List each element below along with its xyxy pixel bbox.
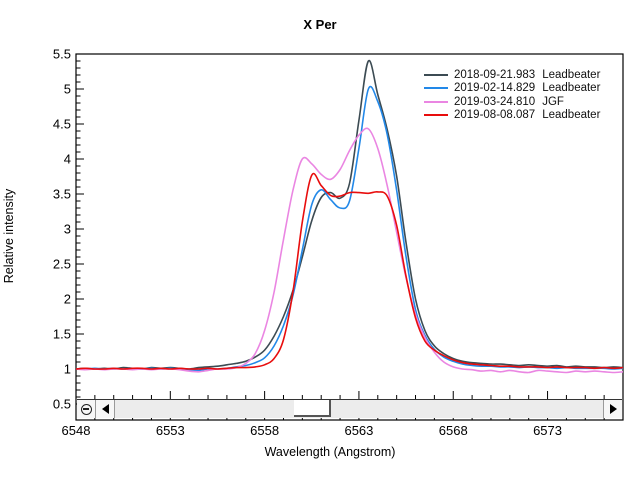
x-tick-label: 6558 <box>250 423 279 438</box>
y-tick-label: 4 <box>64 152 71 167</box>
zoom-out-button[interactable] <box>77 400 96 418</box>
spectrum-line-1 <box>76 85 623 372</box>
y-tick-label: 5.5 <box>53 47 71 62</box>
scrollbar-thumb[interactable] <box>294 400 331 417</box>
scroll-left-button[interactable] <box>96 400 115 418</box>
legend-item-0: 2018-09-21.983 Leadbeater <box>424 68 600 82</box>
x-axis-label: Wavelength (Angstrom) <box>264 445 396 459</box>
x-tick-label: 6573 <box>533 423 562 438</box>
y-tick-label: 0.5 <box>53 397 71 412</box>
legend-observer: Leadbeater <box>542 82 601 95</box>
legend-date: 2019-08-08.087 <box>454 109 536 122</box>
y-tick-label: 2 <box>64 292 71 307</box>
legend-date: 2018-09-21.983 <box>454 68 536 81</box>
y-tick-label: 3.5 <box>53 187 71 202</box>
legend: 2018-09-21.983 Leadbeater 2019-02-14.829 Le… <box>424 68 600 122</box>
legend-item-1: 2019-02-14.829 Leadbeater <box>424 82 600 96</box>
legend-color-line <box>424 73 448 76</box>
legend-color-line <box>424 100 448 103</box>
legend-observer: Leadbeater <box>542 68 601 81</box>
legend-date: 2019-02-14.829 <box>454 82 536 95</box>
legend-date: 2019-03-24.810 <box>454 95 536 108</box>
plot-border <box>75 53 624 421</box>
wavelength-scrollbar[interactable] <box>77 399 622 418</box>
spectrum-line-3 <box>76 172 623 370</box>
legend-item-2: 2019-03-24.810 JGF <box>424 95 600 109</box>
y-tick-label: 2.5 <box>53 257 71 272</box>
circled-minus-icon <box>80 403 92 415</box>
legend-item-3: 2019-08-08.087 Leadbeater <box>424 109 600 123</box>
legend-color-line <box>424 114 448 117</box>
right-arrow-icon <box>609 404 617 414</box>
spectrum-line-2 <box>76 127 623 374</box>
chart-title: X Per <box>303 17 337 32</box>
x-tick-label: 6553 <box>156 423 185 438</box>
y-tick-label: 5 <box>64 82 71 97</box>
legend-color-line <box>424 87 448 90</box>
x-tick-label: 6548 <box>62 423 91 438</box>
scroll-right-button[interactable] <box>603 400 622 418</box>
y-tick-label: 1 <box>64 362 71 377</box>
legend-observer: JGF <box>542 95 564 108</box>
y-tick-label: 4.5 <box>53 117 71 132</box>
y-tick-label: 1.5 <box>53 327 71 342</box>
scrollbar-track[interactable] <box>115 400 603 418</box>
x-tick-label: 6563 <box>344 423 373 438</box>
y-tick-label: 3 <box>64 222 71 237</box>
legend-observer: Leadbeater <box>542 109 601 122</box>
x-tick-label: 6568 <box>439 423 468 438</box>
left-arrow-icon <box>101 404 109 414</box>
